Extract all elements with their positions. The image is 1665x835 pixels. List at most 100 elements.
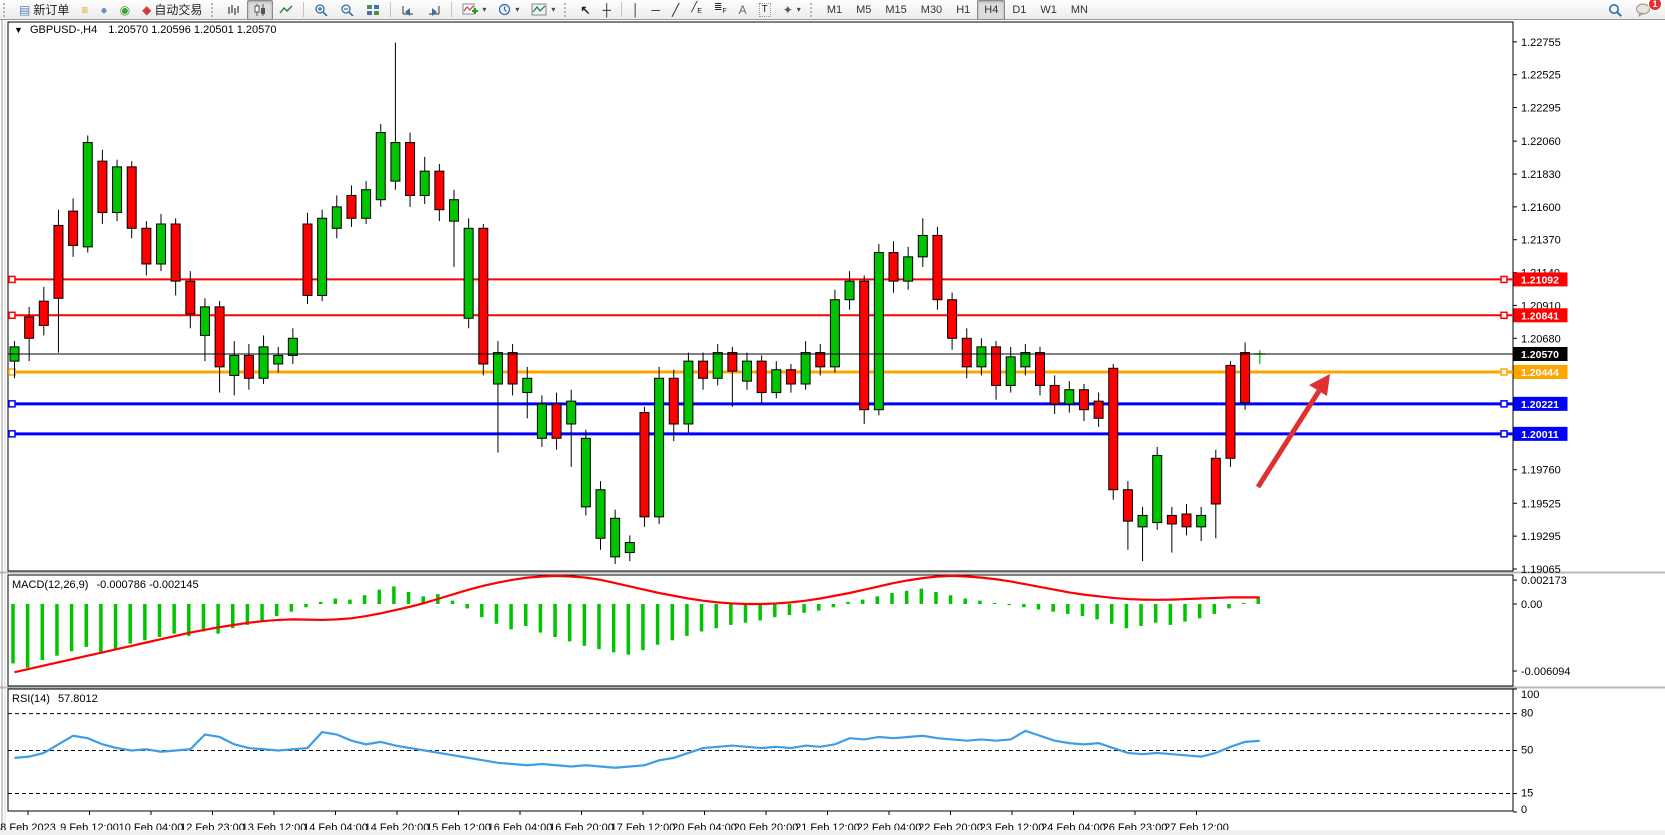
market-watch-icon: ◉ bbox=[119, 2, 131, 17]
channel-tool-button[interactable]: ╱E bbox=[685, 0, 708, 20]
auto-trading-button[interactable]: ◆ 自动交易 bbox=[136, 0, 208, 20]
candle-body bbox=[961, 337, 972, 368]
level-handle bbox=[1500, 368, 1508, 376]
candle-body bbox=[800, 352, 811, 385]
price-tick-label: 1.19065 bbox=[1521, 564, 1561, 576]
macd-label-row: MACD(12,26,9) -0.000786 -0.002145 bbox=[12, 579, 199, 591]
candle-body bbox=[229, 354, 240, 376]
horizontal-line-tool-button[interactable]: ─ bbox=[645, 0, 666, 20]
layers-button[interactable]: ≡ bbox=[75, 0, 94, 20]
price-level-label bbox=[1513, 272, 1568, 287]
timeframe-toolbar: M1 M5 M15 M30 H1 H4 D1 W1 MN bbox=[820, 0, 1095, 20]
candle-body bbox=[185, 280, 196, 315]
new-order-label: 新订单 bbox=[33, 3, 70, 17]
add-indicator-button[interactable]: ▾ bbox=[456, 0, 492, 20]
level-handle bbox=[1500, 400, 1508, 408]
chart-title-row: ▼ GBPUSD-,H4 1.20570 1.20596 1.20501 1.2… bbox=[14, 24, 277, 36]
toolbar-grip bbox=[3, 2, 10, 17]
candle-body bbox=[375, 132, 386, 201]
level-handle bbox=[8, 430, 16, 438]
timeframe-button-mn[interactable]: MN bbox=[1070, 3, 1088, 16]
timeframe-button-m5[interactable]: M5 bbox=[856, 3, 872, 16]
bar-chart-button[interactable] bbox=[221, 0, 247, 20]
timeframe-button-d1[interactable]: D1 bbox=[1012, 3, 1027, 16]
candle-body bbox=[932, 234, 943, 301]
toolbar-grip bbox=[211, 2, 218, 17]
fibonacci-tool-button[interactable]: ≣F bbox=[708, 0, 733, 20]
rsi-tick-label: 50 bbox=[1521, 745, 1533, 757]
timeframe-button-m1[interactable]: M1 bbox=[826, 3, 843, 16]
rsi-tick-label: 15 bbox=[1521, 788, 1533, 800]
collapse-triangle-icon[interactable]: ▼ bbox=[14, 25, 23, 35]
candle-body bbox=[82, 142, 93, 248]
vertical-line-tool-button[interactable]: │ bbox=[626, 0, 646, 20]
text-tool-button[interactable]: A bbox=[733, 0, 753, 20]
main-toolbar: ▤ 新订单 ≡ ● ◉ ◆ 自动交易 bbox=[0, 0, 1665, 20]
arrange-right-button[interactable] bbox=[421, 0, 447, 20]
channel-icon: ╱E bbox=[691, 1, 702, 15]
tile-windows-button[interactable] bbox=[360, 0, 386, 20]
candle-body bbox=[683, 360, 694, 425]
notifications-button[interactable]: 1 bbox=[1629, 0, 1662, 20]
arrange-left-button[interactable] bbox=[395, 0, 421, 20]
label-icon: T bbox=[758, 2, 771, 17]
template-icon bbox=[531, 3, 547, 16]
crosshair-icon: ┼ bbox=[602, 2, 611, 17]
trendline-tool-button[interactable]: ╱ bbox=[666, 0, 685, 20]
profile-button[interactable]: ● bbox=[94, 0, 113, 20]
cursor-tool-button[interactable]: ↖ bbox=[574, 0, 596, 20]
price-chart-svg[interactable]: 1.22755 1.22525 1.22295 1.22060 1.21830 1.216… bbox=[0, 20, 1665, 835]
clock-icon bbox=[499, 3, 511, 16]
toolbar-separator bbox=[451, 2, 453, 17]
macd-tick-label: -0.006094 bbox=[1521, 666, 1571, 678]
line-chart-button[interactable] bbox=[273, 0, 299, 20]
text-icon: A bbox=[738, 2, 747, 17]
vertical-line-icon: │ bbox=[631, 2, 640, 17]
rsi-tick-label: 80 bbox=[1521, 708, 1533, 720]
bar-chart-icon bbox=[228, 4, 240, 15]
period-button[interactable]: ▾ bbox=[492, 0, 525, 20]
ohlc-values: 1.20570 1.20596 1.20501 1.20570 bbox=[108, 24, 277, 36]
candle-body bbox=[1181, 513, 1192, 528]
dropdown-arrow-icon: ▾ bbox=[515, 5, 520, 14]
candle-body bbox=[976, 346, 987, 368]
timeframe-button-w1[interactable]: W1 bbox=[1040, 3, 1057, 16]
shapes-tool-button[interactable]: ✦ ▾ bbox=[777, 0, 807, 20]
label-tool-button[interactable]: T bbox=[753, 0, 777, 20]
candle-body bbox=[434, 170, 445, 211]
crosshair-tool-button[interactable]: ┼ bbox=[596, 0, 617, 20]
toolbar-separator bbox=[620, 2, 622, 17]
candle-body bbox=[1078, 389, 1089, 411]
template-button[interactable]: ▾ bbox=[525, 0, 561, 20]
zoom-in-button[interactable] bbox=[308, 0, 334, 20]
timeframe-button-m15[interactable]: M15 bbox=[885, 3, 907, 16]
candle-body bbox=[68, 210, 79, 246]
candle-body bbox=[1166, 514, 1177, 525]
candle-body bbox=[390, 142, 401, 182]
price-tick-label: 1.22525 bbox=[1521, 70, 1561, 82]
price-level-label-text: 1.20221 bbox=[1521, 399, 1559, 411]
candle-body bbox=[273, 354, 284, 365]
price-level-label-text: 1.20011 bbox=[1521, 429, 1559, 441]
candle-body bbox=[1240, 352, 1251, 404]
candle-body bbox=[258, 346, 269, 379]
chart-area[interactable]: 1.22755 1.22525 1.22295 1.22060 1.21830 1.216… bbox=[0, 20, 1665, 835]
price-level-label bbox=[1513, 426, 1568, 441]
timeframe-button-h1[interactable]: H1 bbox=[956, 3, 971, 16]
candle-body bbox=[815, 352, 826, 368]
candle-body bbox=[1210, 457, 1221, 505]
horizontal-line-icon: ─ bbox=[651, 2, 660, 17]
candle-body bbox=[1020, 352, 1031, 368]
new-order-button[interactable]: ▤ 新订单 bbox=[13, 0, 75, 20]
zoom-in-icon bbox=[315, 4, 328, 16]
candlestick-button[interactable] bbox=[247, 0, 274, 20]
candle-body bbox=[624, 542, 635, 554]
price-tick-label: 1.22295 bbox=[1521, 103, 1561, 115]
timeframe-button-h4[interactable]: H4 bbox=[977, 0, 1006, 20]
timeframe-button-m30[interactable]: M30 bbox=[920, 3, 943, 16]
zoom-out-button[interactable] bbox=[334, 0, 360, 20]
market-watch-button[interactable]: ◉ bbox=[114, 0, 136, 20]
rsi-tick-label: 100 bbox=[1521, 689, 1539, 701]
search-button[interactable] bbox=[1602, 0, 1629, 20]
